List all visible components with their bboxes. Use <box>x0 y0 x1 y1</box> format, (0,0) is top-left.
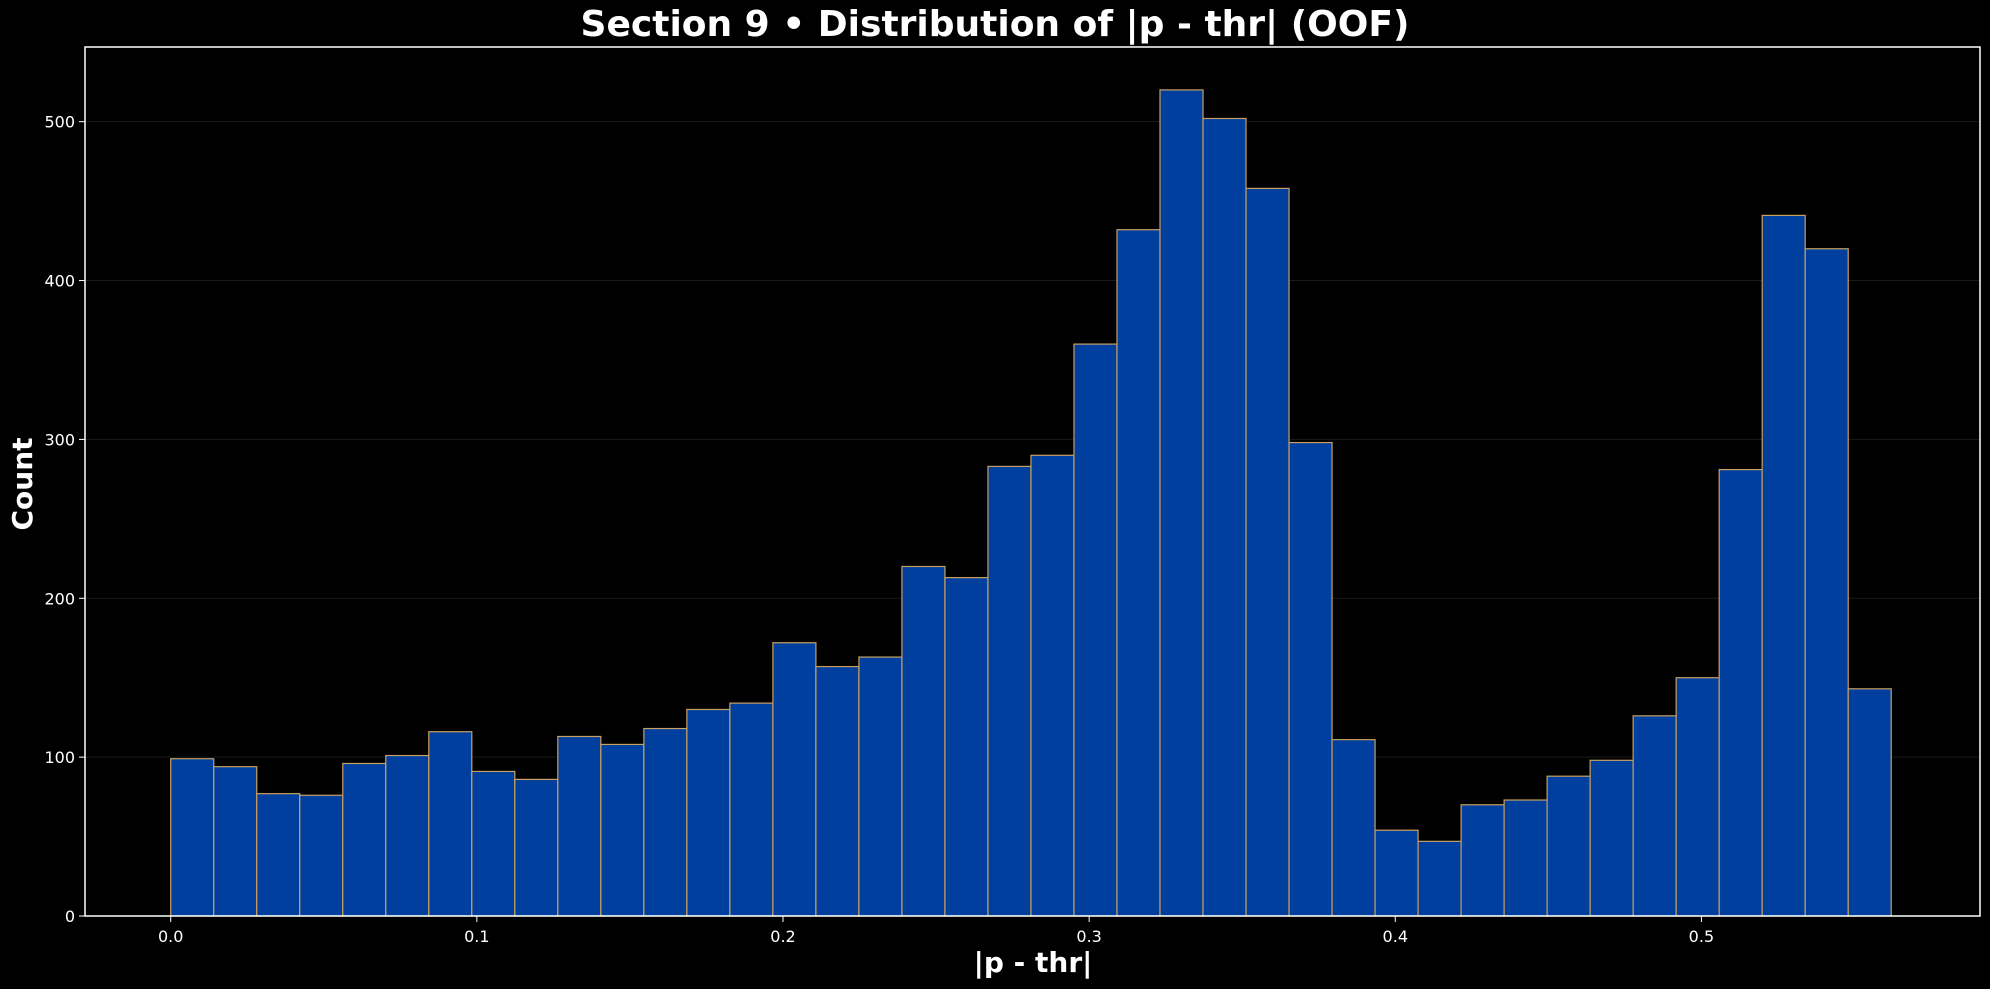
histogram-bar <box>1632 715 1677 917</box>
histogram-bar <box>1202 117 1247 917</box>
y-axis-label: Count <box>6 437 39 530</box>
histogram-bar <box>1417 840 1462 917</box>
histogram-bar <box>1073 343 1118 917</box>
y-tick-label: 0 <box>65 907 75 926</box>
histogram-bar <box>1030 454 1075 917</box>
histogram-bar <box>643 727 688 917</box>
x-tick-label: 0.5 <box>1689 927 1714 946</box>
histogram-bar <box>815 665 860 917</box>
histogram-bar <box>600 743 645 917</box>
y-tick-label: 400 <box>44 272 75 291</box>
histogram-bar <box>987 465 1032 917</box>
histogram-bar <box>1761 214 1806 917</box>
x-tick-label: 0.1 <box>464 927 489 946</box>
histogram-bar <box>1288 441 1333 917</box>
y-tick-label: 500 <box>44 113 75 132</box>
histogram-bar <box>1804 248 1849 917</box>
histogram-bar <box>428 731 473 917</box>
histogram-bar <box>170 758 215 917</box>
histogram-bar <box>213 766 258 917</box>
histogram-bar <box>944 577 989 917</box>
histogram-bar <box>1847 688 1892 917</box>
histogram-bar <box>514 778 559 917</box>
histogram-bar <box>1331 739 1376 917</box>
histogram-bar <box>1116 229 1161 917</box>
histogram-bar <box>729 702 774 917</box>
histogram-bar <box>772 642 817 917</box>
x-ticks: 0.0 0.1 0.2 0.3 0.4 0.5 <box>158 916 1714 946</box>
x-axis-label: |p - thr| <box>974 946 1093 979</box>
y-ticks: 0 100 200 300 400 500 <box>44 113 85 926</box>
histogram-bar <box>256 793 301 917</box>
y-tick-label: 200 <box>44 589 75 608</box>
x-tick-label: 0.4 <box>1383 927 1408 946</box>
histogram-bar <box>1718 468 1763 917</box>
plot-frame <box>84 46 1981 917</box>
histogram-bar <box>299 794 344 917</box>
y-tick-label: 300 <box>44 430 75 449</box>
histogram-bar <box>471 770 516 917</box>
histogram-bar <box>901 565 946 917</box>
histogram-bar <box>1589 759 1634 917</box>
x-tick-label: 0.3 <box>1076 927 1101 946</box>
y-tick-label: 100 <box>44 748 75 767</box>
histogram-bar <box>342 762 387 917</box>
histogram-bar <box>1675 677 1720 917</box>
histogram-bar <box>686 708 731 917</box>
histogram-bar <box>385 754 430 917</box>
x-tick-label: 0.0 <box>158 927 183 946</box>
histogram-bar <box>557 735 602 917</box>
x-tick-label: 0.2 <box>770 927 795 946</box>
histogram-bar <box>1460 804 1505 917</box>
histogram-bar <box>1503 799 1548 917</box>
histogram-bar <box>1374 829 1419 917</box>
histogram-bar <box>858 656 903 917</box>
chart-title: Section 9 • Distribution of |p - thr| (O… <box>581 4 1410 45</box>
histogram-bar <box>1245 187 1290 917</box>
histogram-bar <box>1159 89 1204 917</box>
histogram-bar <box>1546 775 1591 917</box>
